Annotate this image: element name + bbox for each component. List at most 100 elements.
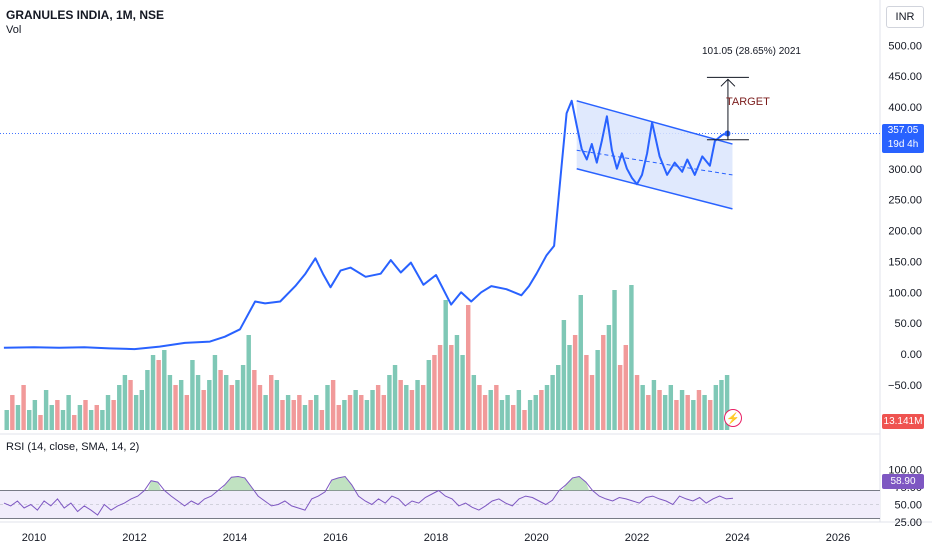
price-tick-label: 250.00 (888, 195, 922, 207)
price-tick-label: 500.00 (888, 40, 922, 52)
volume-bar (437, 345, 443, 430)
price-tick-label: 100.00 (888, 287, 922, 299)
rsi-overbought-fill (562, 476, 590, 491)
volume-bar (359, 395, 364, 430)
volume-bar (145, 370, 150, 430)
volume-bar (246, 335, 251, 430)
volume-bar (465, 305, 471, 430)
volume-bar (66, 395, 71, 430)
volume-bar (601, 335, 606, 430)
volume-bar (426, 360, 432, 430)
volume-bar (223, 375, 229, 430)
volume-bar (218, 370, 223, 430)
rsi-line (3, 475, 734, 516)
rsi-overbought-fill (147, 480, 162, 491)
volume-bar (696, 390, 702, 430)
volume-bar (640, 385, 645, 430)
time-tick-label: 2024 (725, 532, 749, 544)
volume-bar (72, 415, 77, 430)
channel-mid-line (576, 149, 733, 176)
volume-bar (178, 380, 184, 430)
volume-bar (544, 385, 550, 430)
volume-bar (330, 380, 336, 430)
price-tick-label: 450.00 (888, 71, 922, 83)
volume-bar (162, 350, 167, 430)
volume-bar (291, 400, 296, 430)
target-arrow-head (720, 78, 736, 87)
volume-bar (94, 405, 99, 430)
volume-bar (629, 285, 634, 430)
volume-bar (212, 355, 218, 430)
volume-bar (235, 380, 240, 430)
time-tick-label: 2014 (223, 532, 247, 544)
volume-bar (364, 400, 370, 430)
volume-bar (460, 355, 465, 430)
time-tick-label: 2020 (524, 532, 548, 544)
volume-bar (432, 355, 437, 430)
volume-bar (128, 380, 133, 430)
volume-bar (105, 395, 111, 430)
volume-bar (43, 390, 49, 430)
volume-bar (420, 385, 426, 430)
volume-bar (263, 395, 268, 430)
channel-fill (576, 100, 733, 209)
volume-bar (257, 385, 263, 430)
rsi-tick-label: 100.00 (888, 465, 922, 477)
rsi-overbought-fill (221, 476, 255, 491)
last-price-value: 357.05 (887, 125, 919, 136)
time-tick-label: 2026 (826, 532, 850, 544)
lightning-icon[interactable]: ⚡ (724, 409, 742, 427)
volume-bar (269, 375, 274, 430)
target-label: TARGET (726, 96, 770, 108)
channel-lower-line (576, 168, 733, 210)
volume-bar (240, 365, 246, 430)
volume-bar (572, 335, 578, 430)
volume-bar (556, 365, 561, 430)
volume-bar (713, 385, 719, 430)
volume-bar (679, 390, 685, 430)
volume-bar (685, 395, 690, 430)
volume-bar (280, 400, 285, 430)
rsi-value-tag: 58.90 (882, 474, 924, 489)
volume-legend-label: Vol (6, 24, 22, 36)
rsi-tick-label: 25.00 (894, 517, 922, 529)
volume-bar (207, 380, 212, 430)
volume-bar (139, 390, 144, 430)
time-tick-label: 2016 (323, 532, 347, 544)
volume-bar (505, 395, 510, 430)
volume-bar (111, 400, 116, 430)
volume-bar (201, 390, 206, 430)
volume-bar (567, 345, 572, 430)
volume-bar (662, 395, 668, 430)
volume-bar (499, 400, 505, 430)
volume-bar (454, 335, 460, 430)
volume-bar (561, 320, 567, 430)
volume-bar (404, 385, 409, 430)
channel-upper-line (576, 100, 733, 145)
volume-bar (302, 405, 308, 430)
price-tick-label: 400.00 (888, 102, 922, 114)
price-tick-label: 300.00 (888, 164, 922, 176)
volume-bar (674, 400, 679, 430)
volume-bar (60, 410, 66, 430)
rsi-tick-label: 50.00 (894, 500, 922, 512)
volume-bar (589, 375, 595, 430)
volume-bar (533, 395, 538, 430)
bar-countdown: 19d 4h (887, 139, 919, 150)
volume-bar (88, 410, 94, 430)
volume-bar (285, 395, 291, 430)
volume-bar (443, 300, 448, 430)
volume-bar (55, 400, 60, 430)
volume-bar (100, 410, 105, 430)
volume-bar (15, 405, 21, 430)
volume-bar (415, 380, 420, 430)
volume-bar (539, 390, 544, 430)
volume-bar (724, 375, 730, 430)
currency-button[interactable]: INR (886, 6, 924, 28)
volume-bar (370, 390, 375, 430)
volume-bar (381, 395, 386, 430)
time-tick-label: 2018 (424, 532, 448, 544)
price-line (3, 99, 728, 351)
volume-bar (511, 405, 516, 430)
volume-bar (527, 400, 533, 430)
